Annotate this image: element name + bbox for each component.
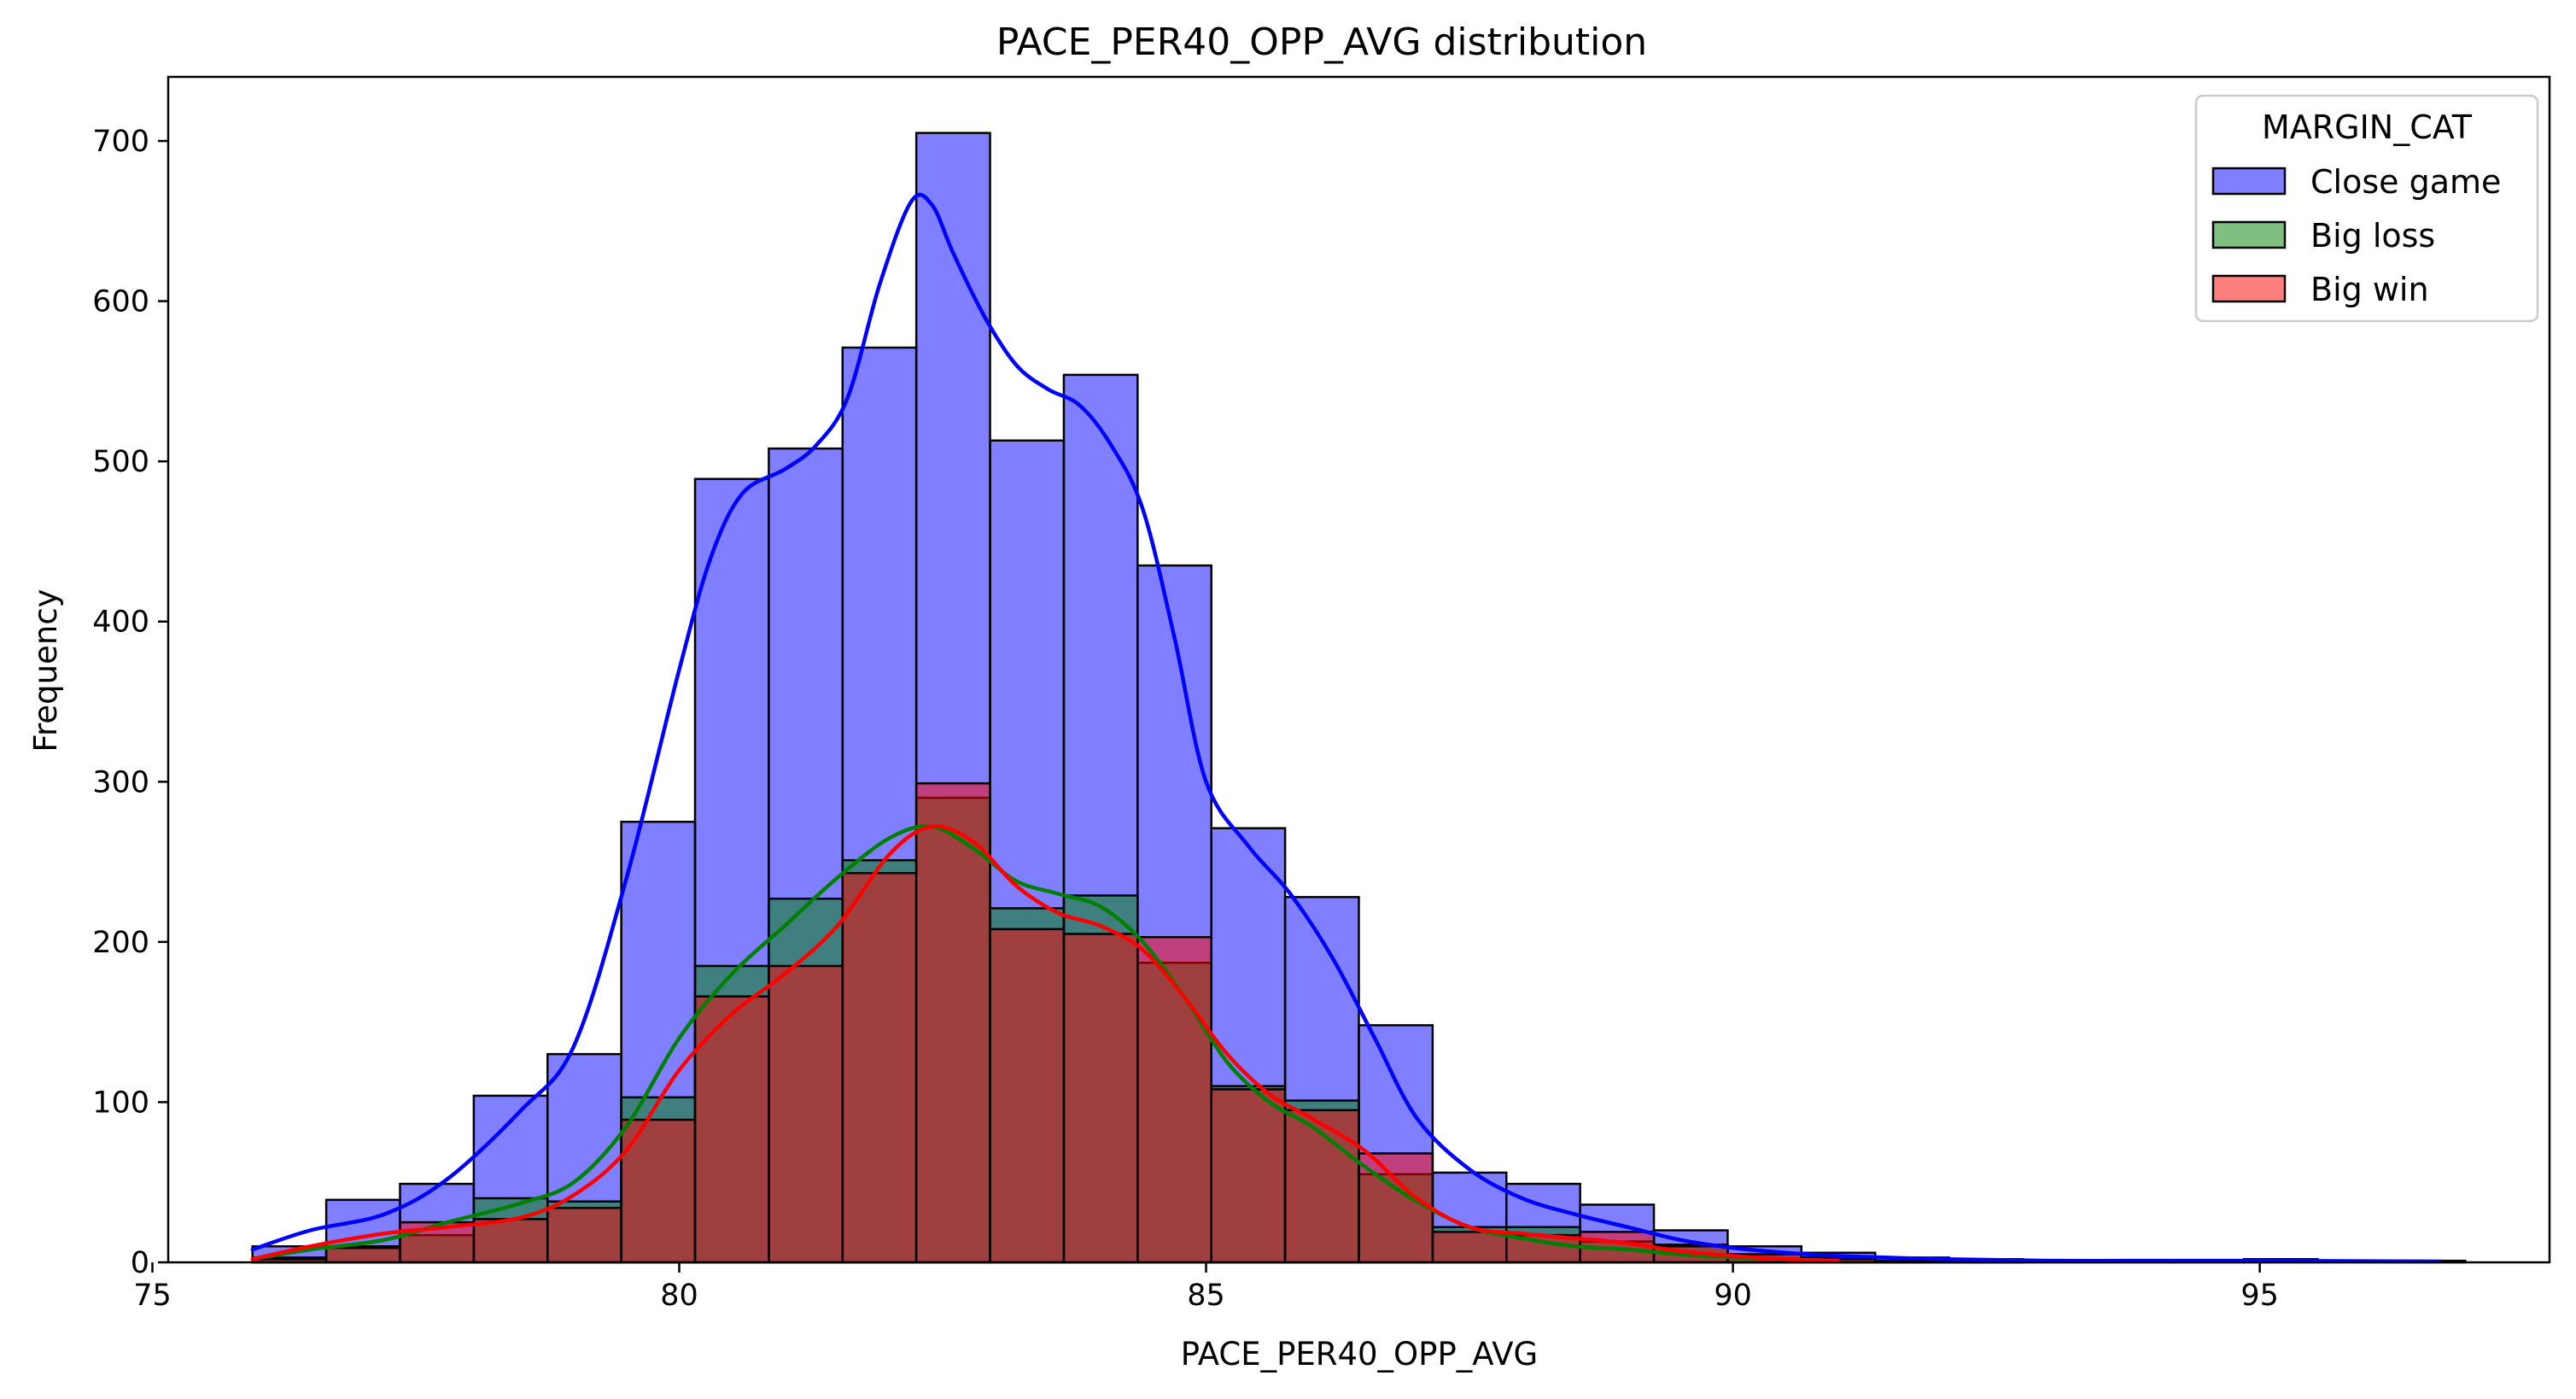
legend-frame xyxy=(2194,94,2539,323)
kde-line-0 xyxy=(250,192,2441,1264)
y-tick-label: 300 xyxy=(92,765,149,799)
y-axis-label: Frequency xyxy=(27,588,64,752)
bars-layer xyxy=(251,132,2467,1264)
y-tick-label: 700 xyxy=(92,125,149,159)
y-tick-label: 200 xyxy=(92,926,149,960)
bar xyxy=(693,995,770,1264)
kde-line-2 xyxy=(250,824,1841,1263)
x-axis-label: PACE_PER40_OPP_AVG xyxy=(1181,1336,1538,1373)
y-tick-label: 0 xyxy=(131,1246,149,1280)
bar xyxy=(841,871,918,1264)
bar xyxy=(989,928,1066,1264)
kde-layer xyxy=(250,192,2441,1264)
y-tick-label: 400 xyxy=(92,606,149,640)
legend-label: Close game xyxy=(2310,163,2501,201)
bar xyxy=(472,1218,549,1264)
bar xyxy=(768,964,844,1264)
legend: MARGIN_CAT Close game Big loss Big win xyxy=(2194,94,2539,323)
legend-label: Big win xyxy=(2310,271,2429,308)
y-tick-label: 100 xyxy=(92,1086,149,1120)
y-tick-label: 600 xyxy=(92,285,149,319)
bar xyxy=(1358,1152,1434,1264)
legend-label: Big loss xyxy=(2310,217,2435,255)
series-bars-2 xyxy=(251,781,2024,1264)
y-axis: 0 100 200 300 400 500 600 700 xyxy=(92,125,168,1280)
bar xyxy=(546,1206,622,1264)
legend-title: MARGIN_CAT xyxy=(2262,108,2473,146)
bar xyxy=(1431,1231,1508,1264)
x-tick-label: 90 xyxy=(1714,1279,1752,1313)
x-tick-label: 85 xyxy=(1187,1279,1225,1313)
legend-swatch xyxy=(2211,167,2287,196)
x-tick-label: 80 xyxy=(660,1279,698,1313)
y-tick-label: 500 xyxy=(92,445,149,479)
bar xyxy=(1210,1088,1287,1264)
x-tick-label: 75 xyxy=(133,1279,172,1313)
legend-swatch xyxy=(2211,274,2287,303)
legend-items: Close game Big loss Big win xyxy=(2211,163,2501,308)
bar xyxy=(324,1246,401,1264)
x-tick-label: 95 xyxy=(2240,1279,2279,1313)
series-bars-0 xyxy=(251,132,2467,1264)
plot-frame xyxy=(166,75,2551,1264)
x-axis: 75 80 85 90 95 xyxy=(133,1262,2279,1313)
kde-line-1 xyxy=(250,824,1841,1263)
chart-title: PACE_PER40_OPP_AVG distribution xyxy=(996,20,1647,64)
bar xyxy=(1062,933,1139,1264)
legend-swatch xyxy=(2211,220,2287,249)
bar xyxy=(914,781,991,1264)
bar xyxy=(1136,935,1212,1264)
